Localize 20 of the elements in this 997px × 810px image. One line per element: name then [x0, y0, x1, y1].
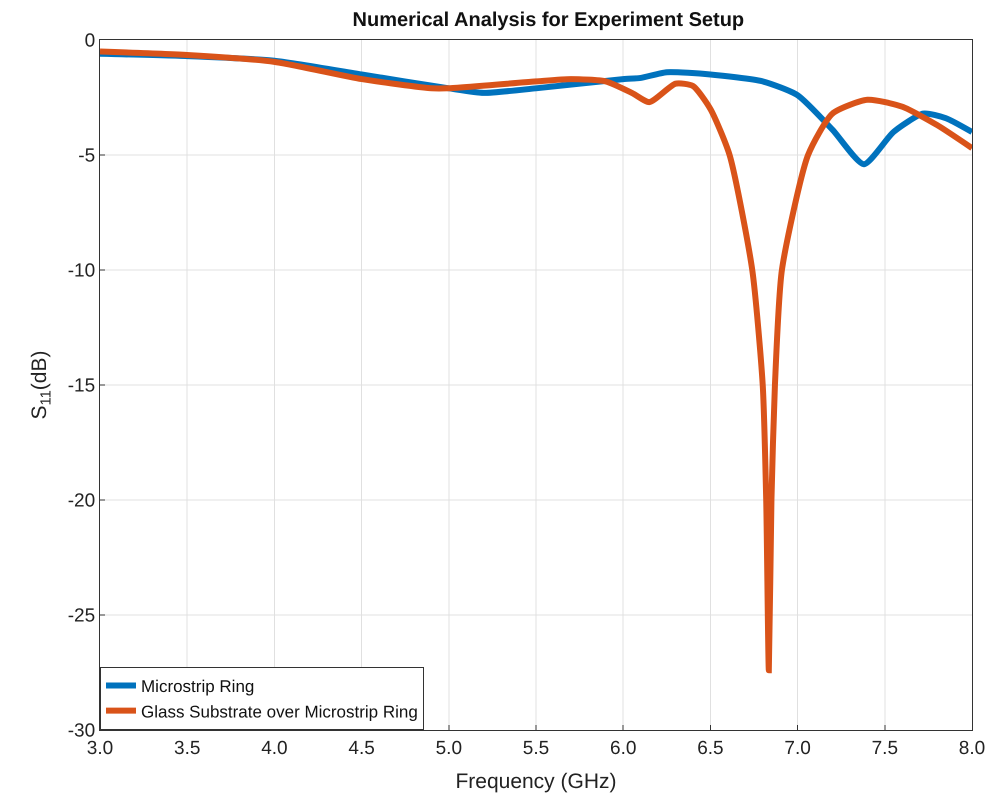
x-axis-title: Frequency (GHz) — [455, 770, 617, 793]
x-tick-label: 6.0 — [610, 738, 636, 759]
x-tick-label: 7.5 — [872, 738, 898, 759]
x-tick-label: 5.5 — [522, 738, 550, 759]
x-tick-label: 3.5 — [174, 738, 200, 759]
y-tick-label: -15 — [68, 376, 96, 397]
x-tick-label: 4.5 — [348, 738, 375, 759]
y-tick-label: -5 — [78, 146, 96, 167]
y-tick-label: -25 — [68, 606, 96, 627]
chart-title: Numerical Analysis for Experiment Setup — [352, 9, 744, 32]
y-tick-label: -10 — [68, 260, 96, 282]
y-tick-label: 0 — [84, 30, 96, 52]
x-tick-label: 6.5 — [697, 738, 724, 759]
x-tick-label: 7.0 — [784, 738, 811, 759]
y-tick-label: -20 — [68, 490, 96, 512]
x-tick-label: 5.0 — [436, 738, 462, 759]
x-tick-label: 8.0 — [958, 738, 986, 759]
legend-label: Glass Substrate over Microstrip Ring — [141, 702, 418, 722]
x-tick-label: 4.0 — [261, 738, 288, 759]
legend-label: Microstrip Ring — [141, 677, 254, 696]
